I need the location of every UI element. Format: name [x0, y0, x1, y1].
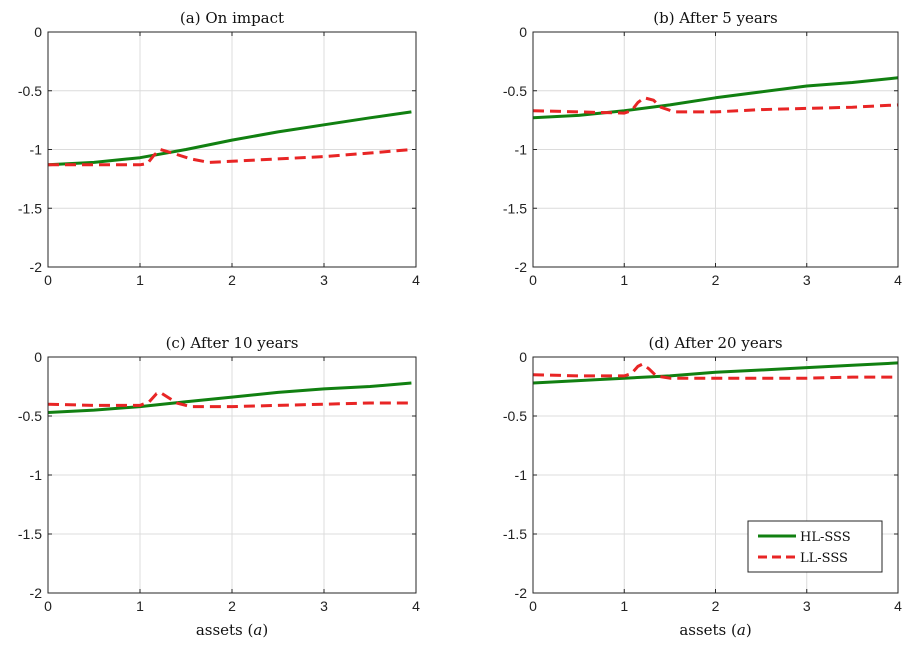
- y-tick-label: -0.5: [503, 408, 527, 424]
- legend-label: LL-SSS: [800, 551, 848, 566]
- y-tick-label: 0: [34, 349, 42, 365]
- x-tick-label: 0: [529, 272, 537, 288]
- x-tick-label: 2: [712, 272, 720, 288]
- panel-b: 0 1 2 3 4 -2 -1.5 -1 -0.5 0 (b) After 5 years: [503, 9, 902, 288]
- y-tick-label: -2: [30, 585, 43, 601]
- x-tick-label: 3: [320, 272, 328, 288]
- legend: HL-SSS LL-SSS: [747, 520, 883, 573]
- series-line-hl-sss: [48, 381, 412, 414]
- y-tick-label: -1: [515, 467, 528, 483]
- x-tick-label: 2: [228, 598, 236, 614]
- series-line-hl-sss: [533, 76, 898, 120]
- series-line-ll-sss: [48, 148, 412, 167]
- x-tick-label: 1: [136, 598, 144, 614]
- x-tick-label: 4: [412, 272, 420, 288]
- series-line-ll-sss: [533, 362, 898, 380]
- y-tick-label: -2: [515, 585, 528, 601]
- x-tick-label: 0: [44, 598, 52, 614]
- x-tick-label: 4: [412, 598, 420, 614]
- y-tick-label: 0: [519, 349, 527, 365]
- panel-title: (b) After 5 years: [653, 9, 778, 27]
- series-line-ll-sss: [533, 96, 898, 115]
- x-tick-label: 3: [803, 272, 811, 288]
- y-tick-label: -2: [30, 259, 43, 275]
- panel-d: 0 1 2 3 4 -2 -1.5 -1 -0.5 0 (d) After 20 years asse…: [503, 334, 902, 639]
- y-tick-label: -1: [30, 467, 43, 483]
- x-tick-label: 4: [894, 598, 902, 614]
- panel-title: (d) After 20 years: [648, 334, 782, 352]
- y-tick-label: 0: [34, 24, 42, 40]
- y-tick-label: -2: [515, 259, 528, 275]
- series-line-ll-sss: [48, 390, 412, 409]
- x-tick-label: 3: [803, 598, 811, 614]
- y-tick-label: 0: [519, 24, 527, 40]
- y-tick-label: -1.5: [503, 526, 527, 542]
- y-tick-label: -1: [30, 142, 43, 158]
- x-tick-label: 2: [228, 272, 236, 288]
- x-axis-label: assets (a): [679, 621, 751, 639]
- x-tick-label: 0: [44, 272, 52, 288]
- panel-a: 0 1 2 3 4 -2 -1.5 -1 -0.5 0 (a) On impact: [18, 9, 420, 288]
- x-tick-label: 4: [894, 272, 902, 288]
- y-tick-label: -1.5: [18, 200, 42, 216]
- panel-c: 0 1 2 3 4 -2 -1.5 -1 -0.5 0 (c) After 10 years asse…: [18, 334, 420, 639]
- y-tick-label: -1.5: [18, 526, 42, 542]
- x-tick-label: 3: [320, 598, 328, 614]
- y-tick-label: -0.5: [503, 83, 527, 99]
- x-axis-label: assets (a): [196, 621, 268, 639]
- series-line-hl-sss: [533, 361, 898, 385]
- y-tick-label: -0.5: [18, 408, 42, 424]
- panel-title: (c) After 10 years: [166, 334, 299, 352]
- x-tick-label: 0: [529, 598, 537, 614]
- x-tick-label: 2: [712, 598, 720, 614]
- y-tick-label: -1.5: [503, 200, 527, 216]
- x-tick-label: 1: [620, 598, 628, 614]
- x-tick-label: 1: [136, 272, 144, 288]
- legend-box: [747, 520, 883, 573]
- y-tick-label: -0.5: [18, 83, 42, 99]
- y-tick-label: -1: [515, 142, 528, 158]
- series-line-hl-sss: [48, 110, 412, 167]
- panel-title: (a) On impact: [180, 9, 284, 27]
- x-tick-label: 1: [620, 272, 628, 288]
- legend-label: HL-SSS: [800, 530, 851, 545]
